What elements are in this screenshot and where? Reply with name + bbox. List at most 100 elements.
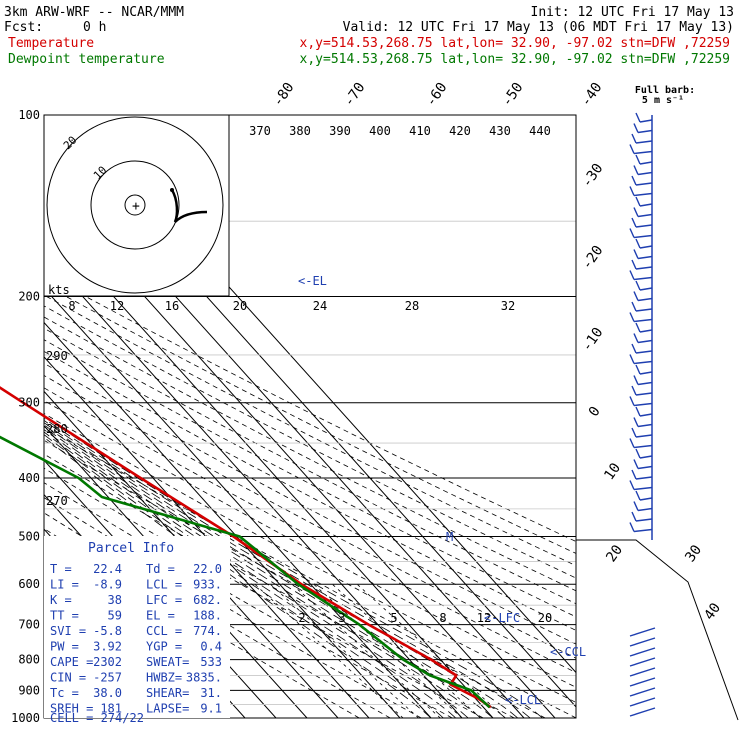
wind-barb-flag [629,144,635,154]
theta-label: 370 [249,124,271,138]
wind-barb [633,486,653,491]
mixing-ratio-label: 8 [439,611,446,625]
wind-barb-flag [635,280,641,291]
isotherm-label: -10 [579,325,607,355]
theta-low-label: 270 [46,494,68,508]
wind-barb-flag [629,522,635,532]
isotherm-label: 0 [586,404,604,420]
parcel-value: T = [50,562,72,576]
model-title: 3km ARW-WRF -- NCAR/MMM [4,5,184,20]
parcel-value: 682. [193,593,222,607]
parcel-value: K = [50,593,72,607]
theta-label: 430 [489,124,511,138]
hodograph-ring-label: 24 [313,299,327,313]
init-time: Init: 12 UTC Fri 17 May 13 [531,5,735,20]
legend-temperature: Temperature [8,36,94,51]
hodograph-ring-label: 32 [501,299,515,313]
pressure-tick-label: 800 [18,653,40,667]
hodograph-unit-label: kts [48,283,70,297]
wind-barb [639,161,653,165]
wind-barb-flag [633,417,639,427]
wind-barb-flag [635,364,641,375]
wind-barb [635,140,653,144]
isotherm-label: -70 [341,80,369,110]
wind-barb-flag [629,270,635,280]
mixing-ratio-label: 20 [538,611,552,625]
wind-barb [635,350,653,354]
wind-barb [639,455,653,459]
wind-barb-flag [633,459,639,469]
parcel-value: 31. [200,686,222,700]
parcel-value: 933. [193,578,222,592]
isotherm-label: -80 [270,80,298,110]
moist-adiabat [44,431,457,718]
wind-barb-low [629,667,656,677]
isotherm-label: -30 [579,161,607,191]
wind-barb [637,297,653,302]
mixing-ratio-line [313,583,463,718]
hodograph-point [170,188,174,192]
wind-barb-low [629,707,656,717]
pressure-tick-label: 100 [18,108,40,122]
wind-barb [633,360,653,365]
parcel-title: Parcel Info [88,541,174,556]
parcel-value: 188. [193,609,222,623]
wind-barb-flag [633,123,639,133]
parcel-value: SVI = [50,624,86,638]
pressure-tick-label: 900 [18,683,40,697]
wind-barb [637,255,653,260]
wind-barb-flag [629,312,635,322]
wind-barb [637,171,653,176]
wind-barb-flag [633,249,639,259]
wind-barb-flag [633,207,639,217]
wind-barb [639,203,653,207]
mixing-ratio-line [270,583,419,718]
wind-barb-low [629,687,656,697]
isotherm-label: 30 [682,542,705,565]
parcel-value: 774. [193,624,222,638]
legend-temperature-location: x,y=514.53,268.75 lat,lon= 32.90, -97.02… [300,36,730,51]
wind-barb [637,339,653,344]
parcel-value: PW = [50,640,79,654]
wind-barb-low [629,697,656,707]
hodograph-trace [170,189,208,223]
wind-barb-flag [635,322,641,333]
fcst-label: Fcst: [4,20,43,35]
pressure-tick-label: 1000 [11,711,40,725]
wind-barb-flag [631,343,637,354]
wind-barb-flag [635,154,641,165]
wind-barb [637,129,653,134]
isotherm-line [44,356,370,718]
theta-label: 440 [529,124,551,138]
parcel-value: LI = [50,578,79,592]
parcel-value: CCL = [146,624,182,638]
parcel-value: 0.4 [200,640,222,654]
parcel-value: CAPE = [50,655,93,669]
parcel-value: 38.0 [93,686,122,700]
wind-barb-flag [635,406,641,417]
theta-label: 380 [289,124,311,138]
parcel-value: TT = [50,609,79,623]
wind-barb-flag [629,186,635,196]
wind-barb [635,308,653,312]
pressure-tick-label: 200 [18,290,40,304]
level-label: <-LCL [505,693,541,707]
parcel-value: -5.8 [93,624,122,638]
wind-barb-flag [635,196,641,207]
pressure-tick-label: 400 [18,471,40,485]
wind-barb-flag [631,427,637,438]
wind-barb-low [629,627,656,637]
mixing-ratio-label: 2 [298,611,305,625]
fcst-value: 0 h [83,20,106,35]
parcel-value: 22.0 [193,562,222,576]
parcel-value: 22.4 [93,562,122,576]
wind-barb-flag [633,501,639,511]
wind-barb-flag [635,238,641,249]
wind-barb [635,266,653,270]
parcel-info-panel: Parcel Info CELL = 274/22 T = 22.4 Td = 22.… [44,536,230,725]
isotherm-label: 20 [603,542,626,565]
parcel-value: 3835. [186,671,222,685]
wind-barb [637,213,653,218]
hodograph-center-mark: + [132,199,140,214]
